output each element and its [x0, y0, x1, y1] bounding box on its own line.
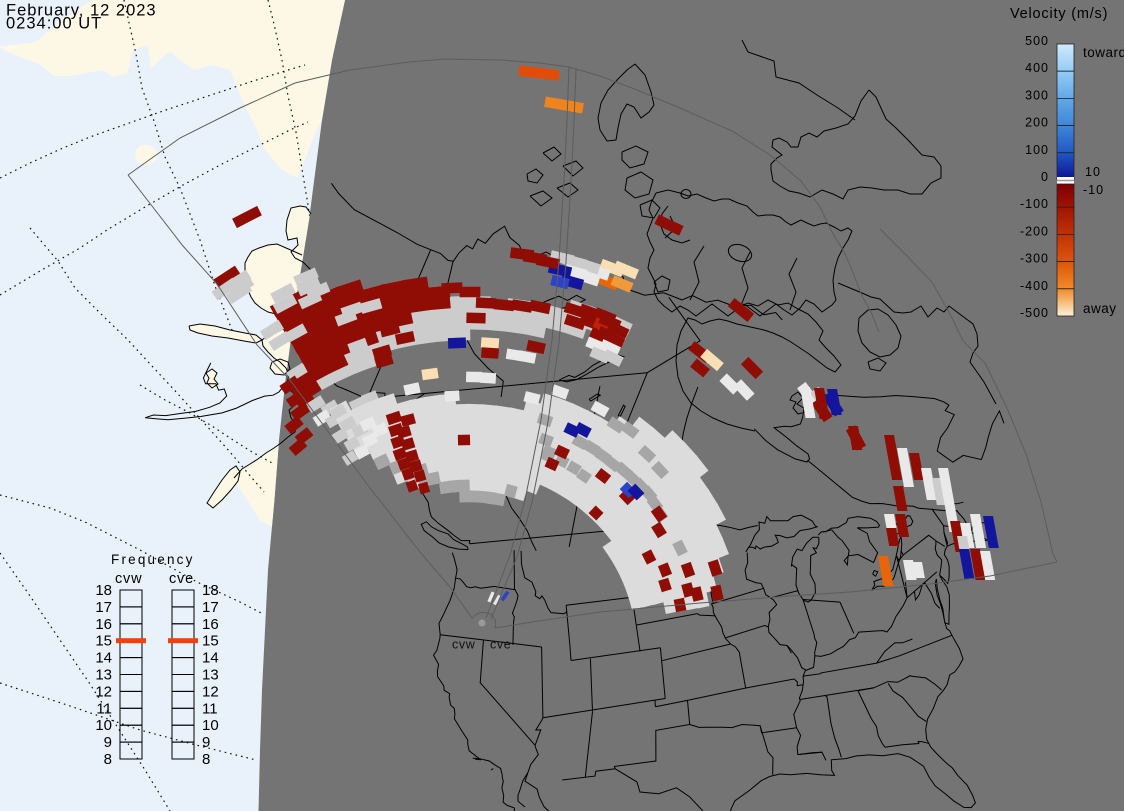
svg-text:17: 17: [95, 599, 112, 616]
svg-text:400: 400: [1025, 61, 1049, 75]
svg-text:0: 0: [1041, 170, 1049, 184]
svg-text:-500: -500: [1020, 306, 1049, 320]
svg-text:100: 100: [1025, 143, 1049, 157]
svg-text:-100: -100: [1020, 197, 1049, 211]
svg-text:500: 500: [1025, 34, 1049, 48]
svg-text:-400: -400: [1020, 279, 1049, 293]
svg-text:11: 11: [202, 700, 218, 717]
svg-text:10: 10: [95, 717, 112, 734]
svg-text:18: 18: [202, 582, 219, 599]
svg-text:15: 15: [202, 633, 219, 650]
svg-text:18: 18: [95, 582, 112, 599]
svg-text:300: 300: [1025, 88, 1049, 102]
svg-text:8: 8: [202, 751, 210, 768]
svg-text:away: away: [1083, 301, 1117, 316]
svg-text:-200: -200: [1020, 224, 1049, 238]
svg-text:0234:00 UT: 0234:00 UT: [6, 15, 102, 33]
svg-text:16: 16: [95, 616, 112, 633]
svg-text:10: 10: [202, 717, 219, 734]
svg-text:Frequency: Frequency: [111, 552, 195, 567]
svg-text:Velocity (m/s): Velocity (m/s): [1010, 6, 1108, 22]
svg-text:15: 15: [95, 633, 112, 650]
svg-text:12: 12: [95, 683, 112, 700]
svg-text:12: 12: [202, 683, 219, 700]
svg-text:200: 200: [1025, 116, 1049, 130]
svg-text:11: 11: [96, 700, 112, 717]
svg-text:14: 14: [95, 650, 112, 667]
svg-text:cve: cve: [169, 571, 194, 587]
svg-text:9: 9: [202, 734, 210, 751]
svg-text:February, 12 2023: February, 12 2023: [6, 2, 157, 20]
svg-text:cvw: cvw: [115, 571, 142, 587]
svg-text:17: 17: [202, 599, 219, 616]
svg-text:8: 8: [104, 751, 112, 768]
svg-text:10: 10: [1085, 165, 1101, 179]
svg-text:cvw: cvw: [452, 638, 476, 652]
svg-text:-300: -300: [1020, 252, 1049, 266]
svg-text:13: 13: [202, 667, 219, 684]
svg-text:14: 14: [202, 650, 219, 667]
svg-text:cve: cve: [490, 638, 511, 652]
svg-text:13: 13: [95, 667, 112, 684]
svg-text:9: 9: [104, 734, 112, 751]
svg-text:-10: -10: [1083, 183, 1104, 197]
svg-text:toward: toward: [1083, 45, 1124, 60]
svg-text:16: 16: [202, 616, 219, 633]
